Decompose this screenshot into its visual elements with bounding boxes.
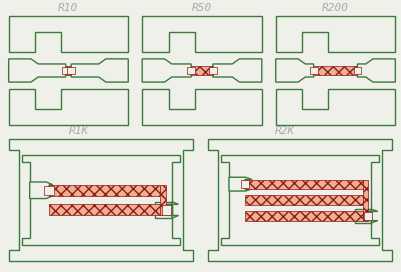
Polygon shape (142, 89, 261, 125)
Bar (191, 66, 212, 75)
Polygon shape (9, 89, 128, 125)
Polygon shape (212, 59, 261, 82)
Bar (209, 67, 216, 74)
Text: R10: R10 (58, 3, 78, 13)
Polygon shape (71, 59, 128, 82)
Text: R200: R200 (321, 3, 348, 13)
Polygon shape (354, 209, 371, 223)
Polygon shape (207, 139, 391, 261)
Bar (244, 180, 362, 189)
Polygon shape (142, 16, 261, 52)
Polygon shape (229, 177, 251, 191)
Bar (49, 204, 160, 215)
Bar (313, 66, 356, 75)
Polygon shape (30, 182, 53, 199)
Bar (352, 67, 360, 74)
Polygon shape (220, 155, 379, 245)
Polygon shape (9, 139, 192, 261)
Bar (160, 185, 166, 215)
Bar (244, 211, 362, 221)
Polygon shape (166, 202, 178, 218)
Bar (364, 212, 371, 220)
Bar (362, 180, 367, 221)
Polygon shape (275, 89, 394, 125)
Bar (65, 66, 71, 75)
Bar (187, 67, 194, 74)
Text: R2K: R2K (275, 126, 295, 136)
Text: R1K: R1K (69, 126, 89, 136)
Polygon shape (367, 209, 377, 223)
Polygon shape (9, 59, 65, 82)
Bar (67, 67, 75, 74)
Polygon shape (155, 202, 172, 218)
Bar (240, 180, 248, 188)
Bar (309, 67, 317, 74)
Bar (45, 186, 54, 195)
Polygon shape (9, 16, 128, 52)
Polygon shape (142, 59, 191, 82)
Polygon shape (356, 59, 394, 82)
Bar (161, 205, 170, 215)
Text: R50: R50 (191, 3, 212, 13)
Bar (62, 67, 69, 74)
Bar (244, 196, 362, 205)
Polygon shape (22, 155, 180, 245)
Polygon shape (275, 16, 394, 52)
Bar (49, 185, 160, 196)
Polygon shape (275, 59, 313, 82)
